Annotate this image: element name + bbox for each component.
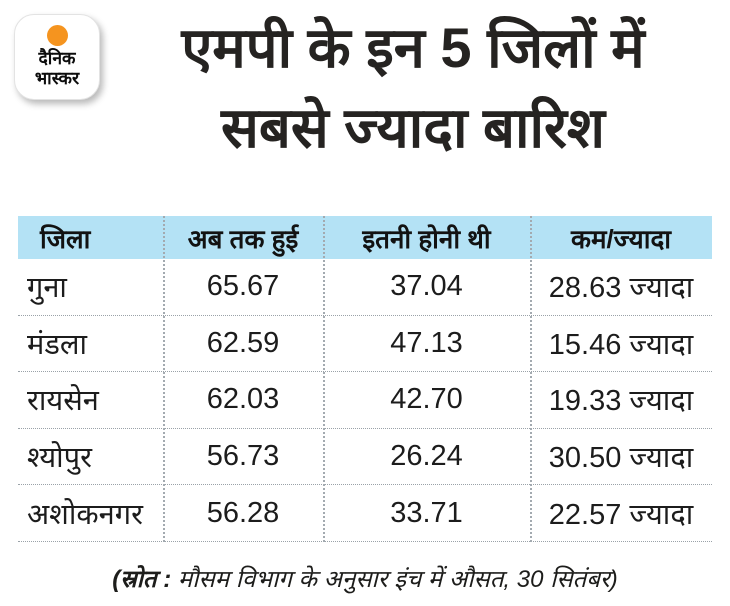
cell-expected: 47.13	[390, 326, 463, 359]
table-row: श्योपुर 56.73 26.24 30.50 ज्यादा	[18, 429, 712, 486]
page-title: एमपी के इन 5 जिलों में सबसे ज्यादा बारिश	[112, 8, 714, 168]
cell-district: मंडला	[27, 328, 88, 361]
table-header-row: जिला अब तक हुई इतनी होनी थी कम/ज्यादा	[18, 216, 712, 259]
cell-actual: 65.67	[206, 270, 280, 303]
cell-actual: 62.03	[206, 383, 280, 416]
source-text: मौसम विभाग के अनुसार इंच में औसत, 30 सित…	[177, 566, 618, 593]
table-row: गुना 65.67 37.04 28.63 ज्यादा	[18, 259, 712, 316]
table-row: अशोकनगर 56.28 33.71 22.57 ज्यादा	[18, 485, 712, 542]
cell-difference: 22.57 ज्यादा	[548, 498, 694, 531]
column-divider	[323, 216, 325, 542]
cell-difference: 30.50 ज्यादा	[548, 442, 694, 475]
title-line1: एमपी के इन 5 जिलों में	[181, 16, 645, 79]
table-row: रायसेन 62.03 42.70 19.33 ज्यादा	[18, 372, 712, 429]
sun-dot-icon	[46, 25, 68, 46]
cell-difference: 19.33 ज्यादा	[548, 385, 694, 418]
logo-wordmark: दैनिक भास्कर	[34, 48, 80, 88]
column-header-district: जिला	[40, 223, 91, 254]
logo-line2: भास्कर	[34, 67, 80, 88]
title-line2: सबसे ज्यादा बारिश	[220, 96, 606, 159]
cell-expected: 26.24	[390, 440, 463, 473]
cell-difference: 28.63 ज्यादा	[548, 272, 694, 305]
table-row: मंडला 62.59 47.13 15.46 ज्यादा	[18, 316, 712, 373]
cell-district: श्योपुर	[27, 442, 92, 475]
cell-actual: 56.28	[206, 496, 280, 529]
column-divider	[530, 216, 532, 542]
source-label: (स्रोत :	[112, 566, 172, 593]
cell-district: अशोकनगर	[27, 498, 143, 531]
column-header-actual: अब तक हुई	[187, 223, 299, 254]
column-header-difference: कम/ज्यादा	[571, 223, 671, 254]
dainik-bhaskar-logo: दैनिक भास्कर	[14, 14, 100, 100]
cell-expected: 33.71	[390, 496, 463, 529]
rainfall-table: जिला अब तक हुई इतनी होनी थी कम/ज्यादा गु…	[18, 216, 712, 542]
column-divider	[163, 216, 165, 542]
cell-expected: 37.04	[390, 270, 463, 303]
column-header-expected: इतनी होनी थी	[362, 223, 491, 254]
cell-actual: 56.73	[206, 440, 280, 473]
cell-district: रायसेन	[27, 385, 99, 418]
cell-actual: 62.59	[206, 326, 280, 359]
cell-district: गुना	[27, 272, 67, 305]
cell-difference: 15.46 ज्यादा	[548, 328, 694, 361]
cell-expected: 42.70	[390, 383, 463, 416]
source-note: (स्रोत : मौसम विभाग के अनुसार इंच में औस…	[0, 562, 730, 595]
logo-line1: दैनिक	[38, 48, 76, 68]
